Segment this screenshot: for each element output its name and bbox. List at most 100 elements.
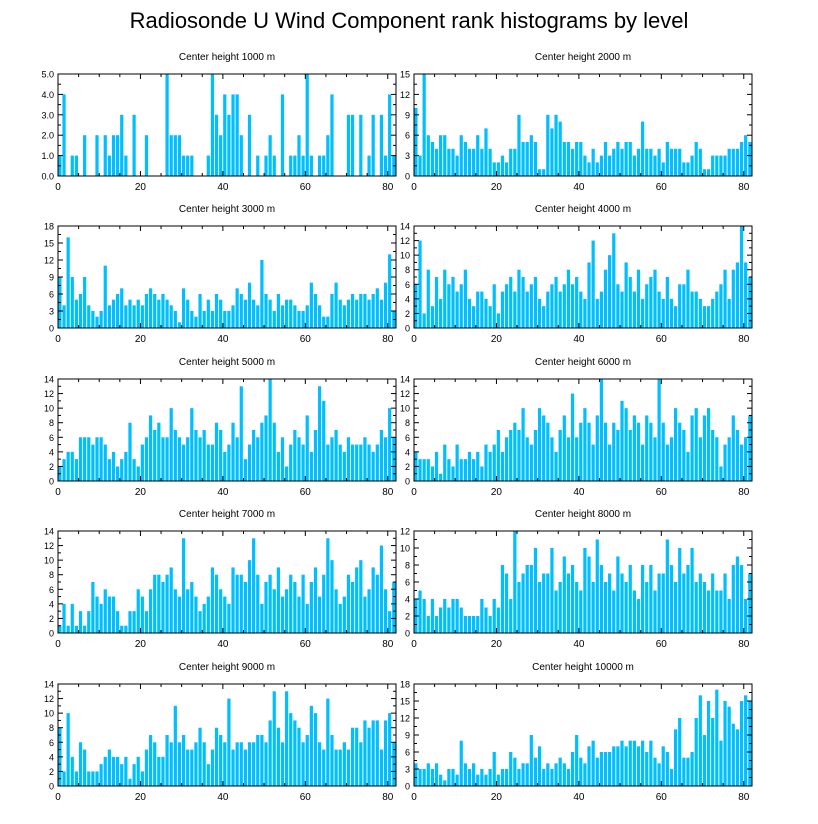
bar	[91, 582, 95, 633]
bar	[645, 415, 649, 481]
bar	[673, 729, 678, 786]
bar	[305, 735, 309, 786]
bar	[338, 603, 342, 633]
x-tick-label: 0	[55, 792, 61, 803]
bar	[711, 155, 715, 176]
bar	[190, 582, 194, 633]
bar	[608, 752, 612, 786]
bar	[459, 284, 463, 328]
bar	[430, 769, 435, 786]
bar	[285, 691, 289, 786]
y-tick-label: 6	[405, 280, 410, 290]
bar	[144, 749, 149, 786]
bar	[509, 430, 513, 481]
bar	[694, 142, 698, 176]
bar	[206, 155, 210, 176]
y-tick-label: 0	[49, 629, 54, 639]
bar	[260, 735, 264, 786]
bar	[459, 607, 463, 633]
bar	[165, 74, 169, 176]
y-tick-label: 3	[405, 765, 410, 775]
bar	[624, 408, 628, 481]
bar	[542, 306, 546, 328]
bar	[99, 437, 103, 481]
panel-2: 0 20 40 60 80 0 3 6 9 12 15 Center height 2000 m	[400, 52, 753, 193]
bar	[587, 262, 591, 328]
bar	[367, 589, 371, 633]
bar	[653, 269, 657, 328]
y-tick-label: 12	[400, 389, 410, 399]
bar	[719, 590, 723, 633]
bar	[231, 422, 235, 481]
bar	[206, 299, 210, 328]
bar	[346, 574, 351, 633]
x-tick-label: 40	[217, 792, 229, 803]
bar	[190, 408, 194, 481]
bar	[579, 291, 583, 328]
bar	[363, 294, 367, 328]
x-tick-label: 60	[656, 182, 668, 193]
bar	[455, 291, 459, 328]
y-tick-label: 2	[405, 462, 410, 472]
bar	[719, 155, 723, 176]
bar	[153, 294, 157, 328]
bar	[665, 277, 669, 328]
bar	[62, 771, 66, 786]
bar	[371, 114, 375, 176]
bar	[355, 727, 359, 786]
bar	[418, 459, 422, 481]
bar	[252, 538, 256, 633]
bar	[91, 771, 95, 786]
bar	[496, 162, 500, 176]
bar	[103, 756, 107, 786]
bar	[509, 277, 513, 328]
bar	[467, 769, 472, 786]
bar	[566, 437, 571, 481]
bar	[632, 291, 636, 328]
bar	[657, 763, 661, 786]
bar	[309, 582, 313, 633]
bar	[570, 565, 575, 633]
bar	[83, 749, 87, 786]
bar	[624, 746, 628, 786]
bar	[363, 437, 367, 481]
bar	[338, 749, 342, 786]
bar	[686, 162, 690, 176]
bar	[430, 599, 435, 633]
bar	[239, 386, 243, 481]
bar	[575, 277, 579, 328]
bar	[140, 305, 144, 328]
bar	[443, 135, 447, 176]
bar	[649, 148, 653, 176]
bar	[426, 459, 430, 481]
x-tick-label: 40	[217, 487, 229, 498]
bar	[190, 749, 194, 786]
bar	[346, 437, 351, 481]
bar	[186, 299, 190, 328]
x-tick-label: 20	[135, 792, 147, 803]
bar	[645, 582, 649, 633]
bar	[620, 148, 624, 176]
panel-title: Center height 3000 m	[179, 204, 275, 215]
panel-4: 0 20 40 60 80 0 2 4 6 8 10 12 14 Center height 4000 m	[400, 204, 753, 345]
y-tick-label: 4	[49, 599, 54, 609]
bar	[371, 720, 375, 786]
bar	[748, 277, 752, 328]
bar	[309, 155, 313, 176]
bar	[231, 305, 235, 328]
bar	[583, 298, 587, 328]
bar	[533, 430, 538, 481]
bar	[723, 269, 727, 328]
bar	[342, 742, 346, 786]
bar	[272, 311, 276, 328]
bar	[107, 305, 111, 328]
x-tick-label: 80	[738, 639, 750, 650]
bar	[219, 430, 223, 481]
bar	[595, 757, 599, 786]
bar	[128, 422, 132, 481]
x-tick-label: 80	[738, 182, 750, 193]
bar	[608, 573, 612, 633]
bar	[558, 121, 562, 176]
bar	[418, 769, 422, 786]
bar	[132, 611, 136, 633]
